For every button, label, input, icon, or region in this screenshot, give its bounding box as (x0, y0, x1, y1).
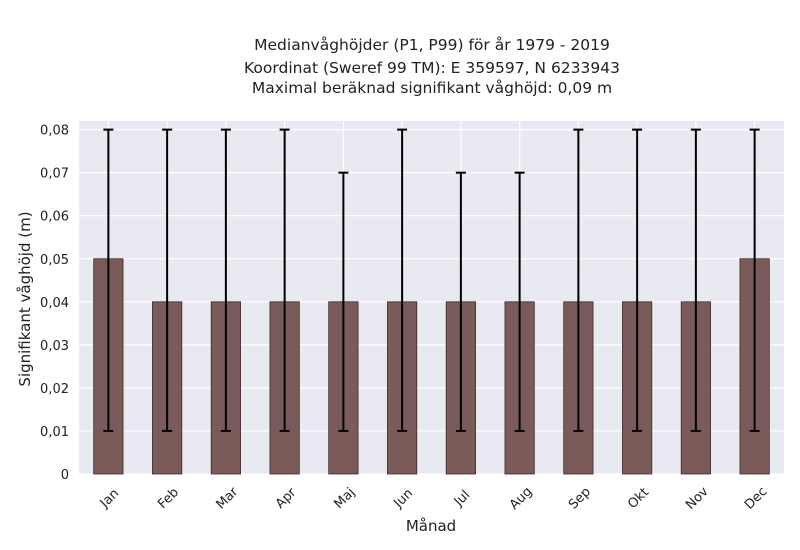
y-tick-label: 0,07 (40, 167, 69, 182)
chart-title-line-3: Maximal beräknad signifikant våghöjd: 0,… (251, 79, 613, 97)
x-tick-label-maj: Maj (332, 485, 359, 512)
y-tick-label: 0,04 (40, 296, 69, 311)
x-tick-label-feb: Feb (155, 485, 182, 512)
x-tick-label-jul: Jul (451, 488, 473, 510)
error-bar-layer (103, 128, 760, 432)
y-tick-label: 0 (61, 468, 69, 483)
y-tick-label: 0,05 (40, 253, 69, 268)
x-tick-labels: Jan Feb Mar Apr Maj Jun Jul Aug Sep Okt Nov Dec (97, 484, 771, 513)
y-tick-label: 0,08 (40, 124, 69, 139)
x-axis-label: Månad (406, 517, 456, 535)
y-tick-label: 0,02 (40, 382, 69, 397)
chart-title-line-2: Koordinat (Sweref 99 TM): E 359597, N 62… (244, 59, 620, 77)
y-tick-labels: 0 0,01 0,02 0,03 0,04 0,05 0,06 0,07 0,08 (40, 124, 69, 483)
y-axis-label: Signifikant våghöjd (m) (16, 211, 34, 386)
x-tick-label-sep: Sep (566, 485, 594, 513)
chart-title-line-1: Medianvåghöjder (P1, P99) för år 1979 - … (254, 36, 610, 54)
y-tick-label: 0,06 (40, 210, 69, 225)
y-tick-label: 0,01 (40, 425, 69, 440)
x-tick-label-jan: Jan (97, 486, 122, 511)
x-tick-label-mar: Mar (213, 484, 241, 512)
x-tick-label-okt: Okt (625, 485, 652, 512)
x-tick-label-nov: Nov (683, 484, 712, 513)
x-tick-label-aug: Aug (507, 484, 536, 513)
x-tick-label-jun: Jun (390, 486, 416, 512)
plot-area (79, 121, 784, 474)
x-tick-label-dec: Dec (742, 484, 770, 512)
x-tick-label-apr: Apr (273, 485, 300, 512)
y-tick-label: 0,03 (40, 339, 69, 354)
